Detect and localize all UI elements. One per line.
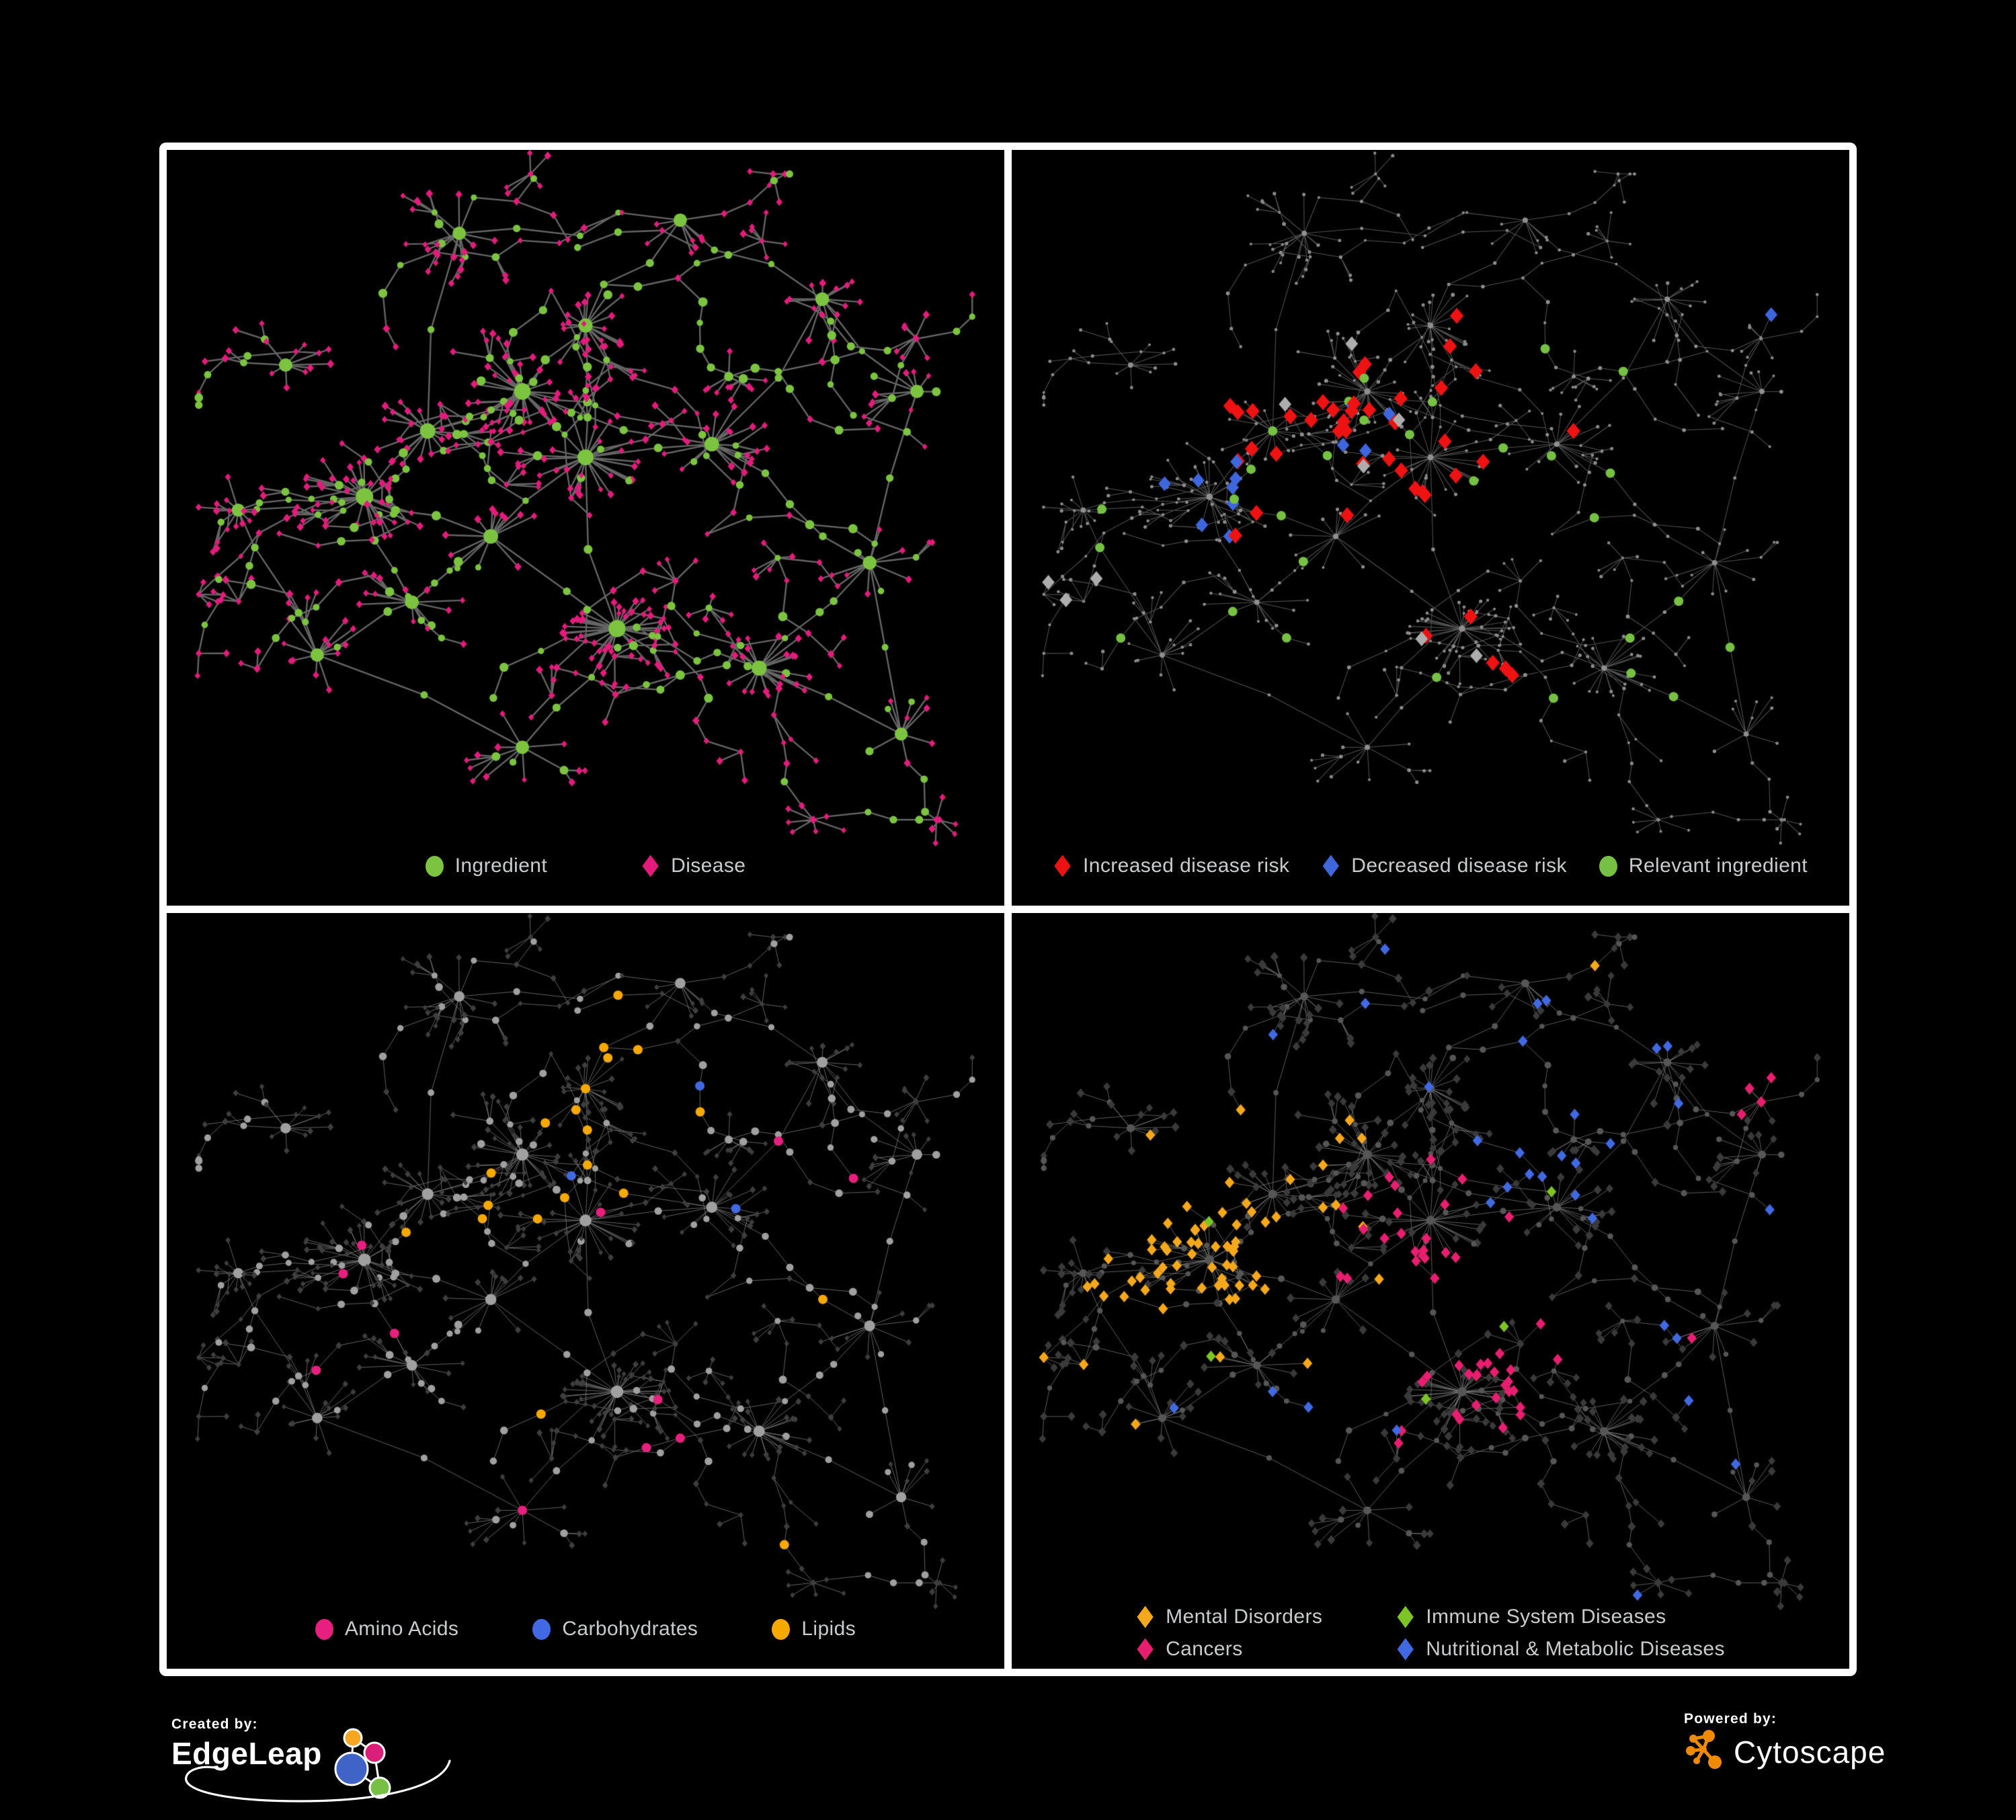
cytoscape-brand-text: Cytoscape <box>1734 1735 1886 1770</box>
legend-item-carbohydrates: Carbohydrates <box>532 1618 698 1640</box>
legend-label: Mental Disorders <box>1166 1606 1323 1628</box>
legend-disease-risk: Increased disease risk Decreased disease… <box>1012 855 1849 877</box>
increased-risk-diamond-icon <box>1054 855 1071 877</box>
legend-item-mental-disorders: Mental Disorders <box>1136 1606 1322 1628</box>
legend-label: Ingredient <box>454 855 548 877</box>
decreased-risk-diamond-icon <box>1322 855 1339 877</box>
network-canvas-nutrient-class <box>167 913 1004 1669</box>
network-canvas-ingredient-disease <box>167 150 1004 906</box>
edgeleap-credit: Created by: EdgeLeap <box>171 1716 548 1817</box>
legend-label: Decreased disease risk <box>1351 855 1567 877</box>
legend-item-lipids: Lipids <box>772 1618 856 1640</box>
legend-item-increased-risk: Increased disease risk <box>1053 855 1289 877</box>
legend-item-cancers: Cancers <box>1136 1638 1322 1661</box>
legend-label: Lipids <box>801 1618 856 1640</box>
legend-item-disease: Disease <box>641 855 745 877</box>
legend-item-ingredient: Ingredient <box>425 855 548 877</box>
network-canvas-disease-risk <box>1012 150 1849 906</box>
edgeleap-brand-row: EdgeLeap <box>171 1728 548 1804</box>
legend-item-nutritional-metabolic-diseases: Nutritional & Metabolic Diseases <box>1396 1638 1725 1661</box>
network-canvas-disease-class <box>1012 913 1849 1669</box>
legend-disease-class: Mental Disorders Immune System Diseases … <box>1012 1606 1849 1661</box>
ingredient-circle-icon <box>425 855 444 877</box>
amino-acids-circle-icon <box>315 1618 333 1640</box>
created-by-label: Created by: <box>171 1716 258 1732</box>
edgeleap-swoosh-icon <box>175 1758 465 1811</box>
carbohydrates-circle-icon <box>532 1618 551 1640</box>
legend-item-amino-acids: Amino Acids <box>315 1618 458 1640</box>
disease-diamond-icon <box>642 855 659 877</box>
panel-grid: Ingredient Disease Increased disease ris… <box>159 143 1857 1676</box>
legend-item-relevant-ingredient: Relevant ingredient <box>1599 855 1808 877</box>
legend-label: Amino Acids <box>344 1618 459 1640</box>
edgeleap-brand-text: EdgeLeap <box>171 1736 322 1771</box>
legend-label: Immune System Diseases <box>1426 1606 1666 1628</box>
edgeleap-network-logo-icon <box>325 1726 392 1804</box>
legend-label: Disease <box>671 855 746 877</box>
legend-label: Increased disease risk <box>1083 855 1290 877</box>
relevant-ingredient-circle-icon <box>1599 855 1617 877</box>
lipids-circle-icon <box>772 1618 791 1640</box>
legend-ingredient-disease: Ingredient Disease <box>167 855 1004 877</box>
panel-disease-risk: Increased disease risk Decreased disease… <box>1012 150 1849 906</box>
nutritional-metabolic-diamond-icon <box>1397 1638 1414 1661</box>
cytoscape-credit: Powered by: <box>1684 1711 1966 1792</box>
legend-label: Carbohydrates <box>562 1618 698 1640</box>
immune-system-diamond-icon <box>1397 1606 1414 1628</box>
legend-item-immune-system-diseases: Immune System Diseases <box>1396 1606 1725 1628</box>
legend-nutrient-class: Amino Acids Carbohydrates Lipids <box>167 1618 1004 1640</box>
panel-nutrient-class: Amino Acids Carbohydrates Lipids <box>167 913 1004 1669</box>
mental-disorders-diamond-icon <box>1137 1606 1154 1628</box>
legend-label: Relevant ingredient <box>1628 855 1808 877</box>
cancers-diamond-icon <box>1137 1638 1154 1661</box>
legend-item-decreased-risk: Decreased disease risk <box>1322 855 1567 877</box>
cytoscape-brand-row: Cytoscape <box>1684 1730 1966 1774</box>
legend-label: Cancers <box>1166 1638 1243 1660</box>
cytoscape-network-logo-icon <box>1684 1730 1726 1774</box>
powered-by-label: Powered by: <box>1684 1711 1777 1727</box>
panel-disease-class: Mental Disorders Immune System Diseases … <box>1012 913 1849 1669</box>
legend-label: Nutritional & Metabolic Diseases <box>1426 1638 1725 1660</box>
panel-ingredient-disease: Ingredient Disease <box>167 150 1004 906</box>
